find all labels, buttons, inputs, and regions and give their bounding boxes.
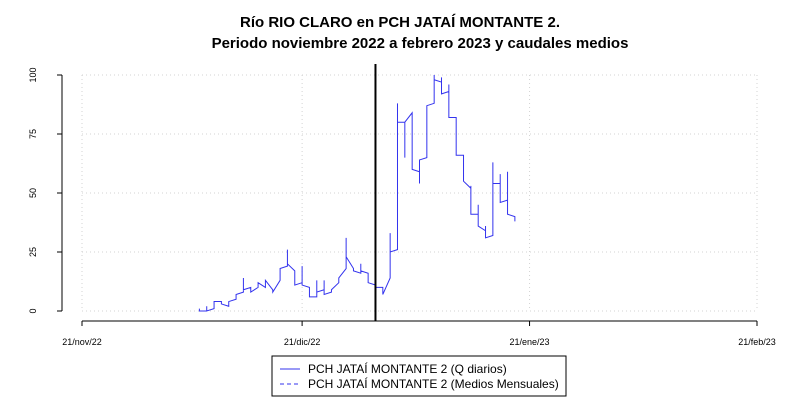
- legend-label-daily: PCH JATAÍ MONTANTE 2 (Q diarios): [308, 361, 507, 376]
- x-tick-label-2: 21/ene/23: [510, 337, 550, 347]
- y-tick-label-1: 25: [28, 247, 38, 257]
- y-tick-label-3: 75: [28, 129, 38, 139]
- chart-title: Río RIO CLARO en PCH JATAÍ MONTANTE 2.: [240, 14, 560, 31]
- x-axis: 21/nov/22 21/dic/22 21/ene/23 21/feb/23: [62, 320, 776, 347]
- chart-subtitle: Periodo noviembre 2022 a febrero 2023 y …: [212, 35, 629, 52]
- legend-box: [271, 355, 567, 397]
- x-tick-label-0: 21/nov/22: [62, 337, 102, 347]
- y-tick-label-0: 0: [28, 308, 38, 313]
- legend: PCH JATAÍ MONTANTE 2 (Q diarios) PCH JAT…: [271, 355, 567, 397]
- y-axis: 0 25 50 75 100: [28, 67, 63, 314]
- legend-label-monthly: PCH JATAÍ MONTANTE 2 (Medios Mensuales): [308, 376, 559, 391]
- x-tick-label-1: 21/dic/22: [284, 337, 321, 347]
- y-tick-label-4: 100: [28, 67, 38, 82]
- y-tick-label-2: 50: [28, 188, 38, 198]
- series-layer: [198, 75, 516, 312]
- x-tick-label-3: 21/feb/23: [738, 337, 776, 347]
- grid: [81, 74, 758, 312]
- series-line-0: [198, 75, 516, 312]
